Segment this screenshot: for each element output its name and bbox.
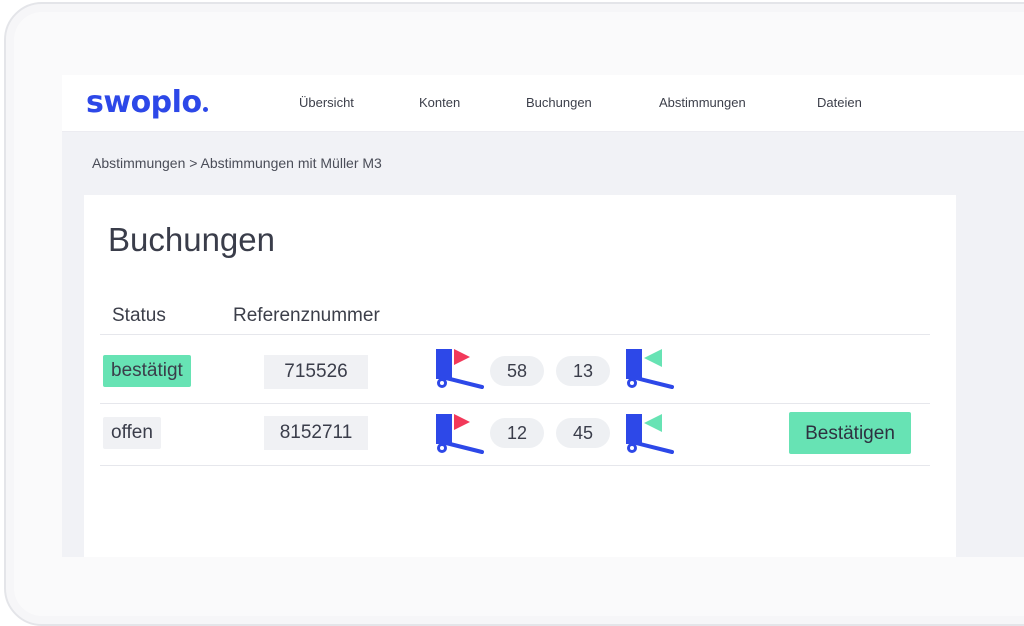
bookings-card: Buchungen Status Referenznummer bestätig… — [84, 195, 956, 557]
swoplo-logo[interactable]: swoplo — [86, 85, 208, 120]
incoming-count: 45 — [556, 418, 610, 448]
column-header-status: Status — [112, 305, 166, 326]
top-navigation-bar: swoplo Übersicht Konten Buchungen Abstim… — [62, 75, 1024, 132]
nav-item-konten[interactable]: Konten — [419, 95, 461, 110]
reference-number: 8152711 — [264, 416, 368, 450]
breadcrumb[interactable]: Abstimmungen > Abstimmungen mit Müller M… — [92, 155, 382, 171]
column-header-reference: Referenznummer — [233, 305, 380, 326]
nav-item-abstimmungen[interactable]: Abstimmungen — [659, 95, 746, 110]
table-row[interactable]: bestätigt 715526 58 13 — [84, 335, 956, 403]
table-row[interactable]: offen 8152711 12 45 Bestätigen — [84, 404, 956, 472]
outgoing-count: 58 — [490, 356, 544, 386]
nav-item-dateien[interactable]: Dateien — [817, 95, 862, 110]
row-divider — [100, 465, 930, 466]
page-title: Buchungen — [108, 221, 275, 258]
incoming-flag-icon — [626, 349, 674, 389]
incoming-count: 13 — [556, 356, 610, 386]
nav-item-uebersicht[interactable]: Übersicht — [299, 95, 354, 110]
reference-number: 715526 — [264, 355, 368, 389]
logo-dot — [202, 107, 208, 112]
confirm-button[interactable]: Bestätigen — [789, 412, 911, 454]
outgoing-flag-icon — [436, 414, 484, 454]
status-badge: offen — [103, 417, 161, 449]
incoming-flag-icon — [626, 414, 674, 454]
outgoing-flag-icon — [436, 349, 484, 389]
app-screen: swoplo Übersicht Konten Buchungen Abstim… — [62, 75, 1024, 557]
row-divider — [100, 403, 930, 404]
status-badge: bestätigt — [103, 355, 191, 387]
outgoing-count: 12 — [490, 418, 544, 448]
logo-text: swoplo — [86, 85, 202, 120]
nav-item-buchungen[interactable]: Buchungen — [526, 95, 592, 110]
header-divider — [100, 334, 930, 335]
